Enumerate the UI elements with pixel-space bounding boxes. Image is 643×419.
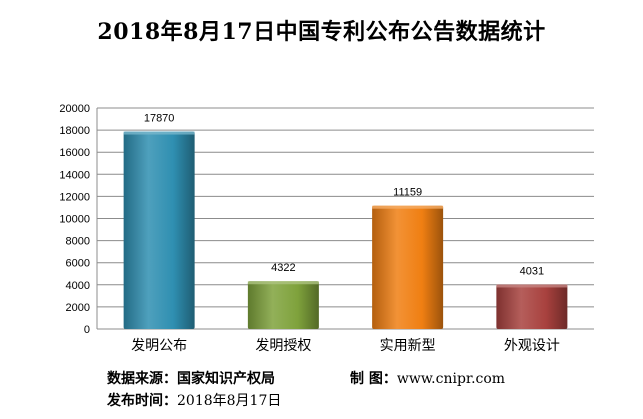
bars bbox=[124, 132, 568, 329]
y-tick-label: 12000 bbox=[59, 191, 90, 203]
bar-发明授权 bbox=[248, 281, 319, 329]
maker-label: 制 图： bbox=[350, 371, 397, 387]
bar-实用新型 bbox=[372, 206, 443, 329]
bar-top-highlight bbox=[372, 206, 443, 209]
data-labels: 17870 4322 11159 4031 bbox=[144, 113, 544, 278]
y-tick-label: 6000 bbox=[66, 258, 90, 270]
x-tick-label: 外观设计 bbox=[504, 338, 560, 354]
data-label: 11159 bbox=[393, 187, 422, 199]
y-tick-label: 10000 bbox=[59, 214, 90, 226]
y-tick-label: 4000 bbox=[66, 280, 90, 292]
y-tick-label: 20000 bbox=[59, 103, 90, 115]
source-label: 数据来源： bbox=[107, 371, 177, 387]
data-label: 4031 bbox=[520, 265, 544, 277]
date-value: 2018年8月17日 bbox=[177, 393, 281, 409]
bar-发明公布 bbox=[124, 132, 195, 329]
data-label: 4322 bbox=[271, 262, 295, 274]
y-tick-label: 0 bbox=[84, 324, 90, 336]
x-tick-label: 发明公布 bbox=[131, 338, 187, 354]
bar-外观设计 bbox=[496, 284, 567, 329]
date-label: 发布时间： bbox=[107, 393, 177, 409]
bar-top-highlight bbox=[124, 132, 195, 135]
footer-source: 数据来源：国家知识产权局 bbox=[107, 368, 275, 388]
y-tick-label: 16000 bbox=[59, 147, 90, 159]
x-tick-label: 发明授权 bbox=[255, 338, 311, 354]
x-tick-label: 实用新型 bbox=[380, 338, 436, 354]
y-tick-label: 8000 bbox=[66, 236, 90, 248]
y-tick-label: 14000 bbox=[59, 169, 90, 181]
y-tick-label: 2000 bbox=[66, 302, 90, 314]
y-tick-label: 18000 bbox=[59, 125, 90, 137]
footer-maker: 制 图：www.cnipr.com bbox=[350, 368, 505, 388]
bar-top-highlight bbox=[496, 284, 567, 287]
data-label: 17870 bbox=[144, 113, 175, 125]
bar-top-highlight bbox=[248, 281, 319, 284]
footer-date: 发布时间：2018年8月17日 bbox=[107, 390, 281, 410]
source-value: 国家知识产权局 bbox=[177, 371, 275, 387]
maker-value: www.cnipr.com bbox=[397, 371, 505, 387]
